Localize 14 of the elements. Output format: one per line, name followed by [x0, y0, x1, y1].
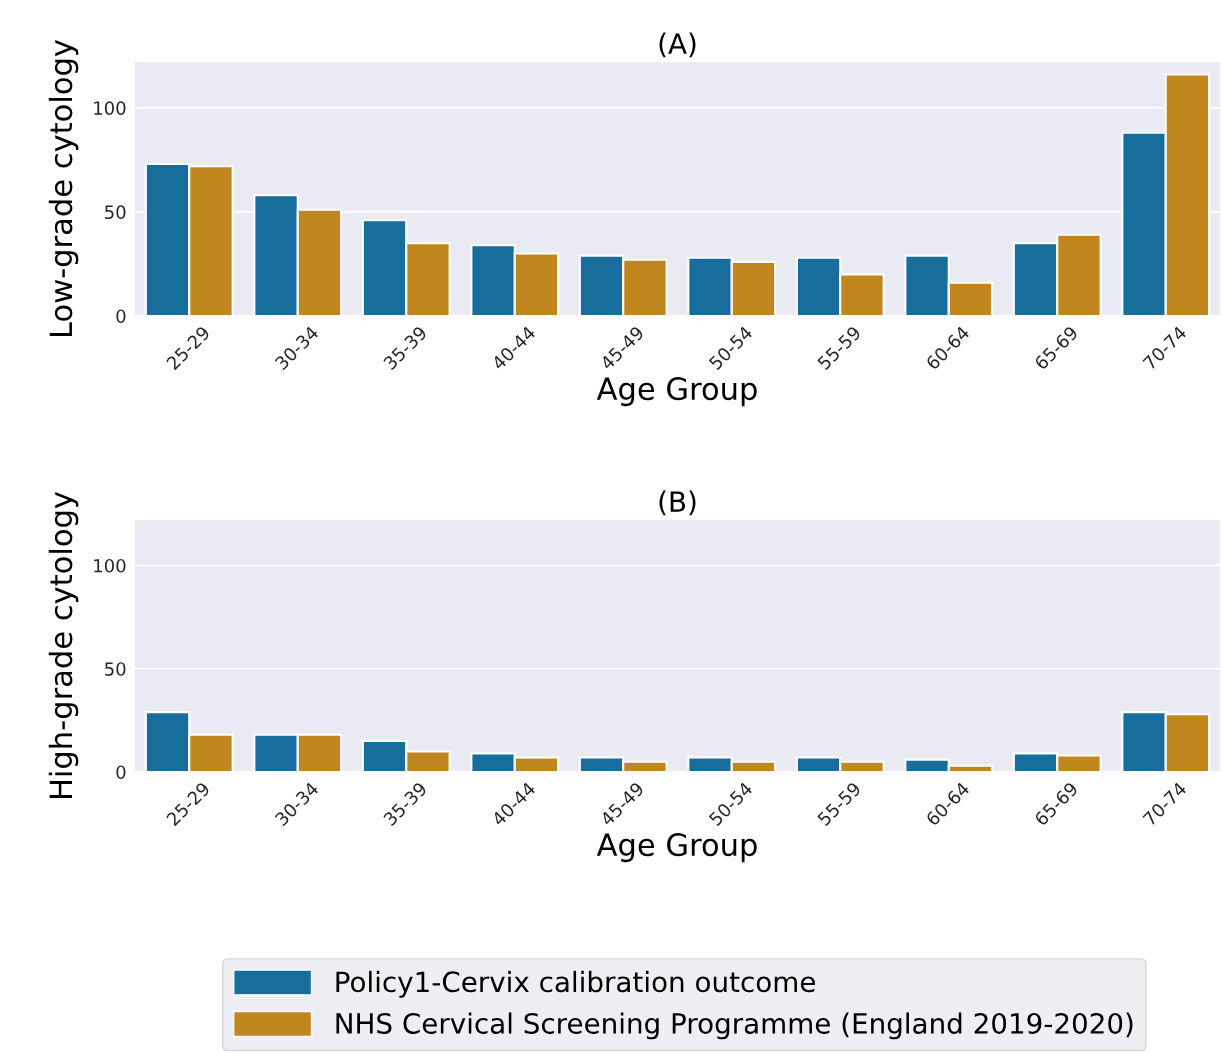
x-axis-title: Age Group: [596, 377, 757, 407]
chart-title: (B): [659, 490, 696, 516]
y-axis-title: High-grade cytology: [48, 491, 79, 799]
y-tick-label: 100: [94, 101, 126, 115]
y-tick-label: 0: [116, 765, 126, 780]
x-axis-title: Age Group: [596, 833, 757, 863]
y-axis-title: Low-grade cytology: [48, 39, 79, 337]
y-tick-label: 50: [105, 662, 126, 676]
y-tick-label: 100: [94, 558, 126, 573]
y-tick-label: 50: [105, 205, 126, 220]
legend-label: Policy1-Cervix calibration outcome: [336, 970, 815, 998]
legend-label: NHS Cervical Screening Programme (England 2019-2020): [336, 1012, 1133, 1040]
chart-title: (A): [659, 32, 696, 58]
y-tick-label: 0: [116, 309, 126, 324]
